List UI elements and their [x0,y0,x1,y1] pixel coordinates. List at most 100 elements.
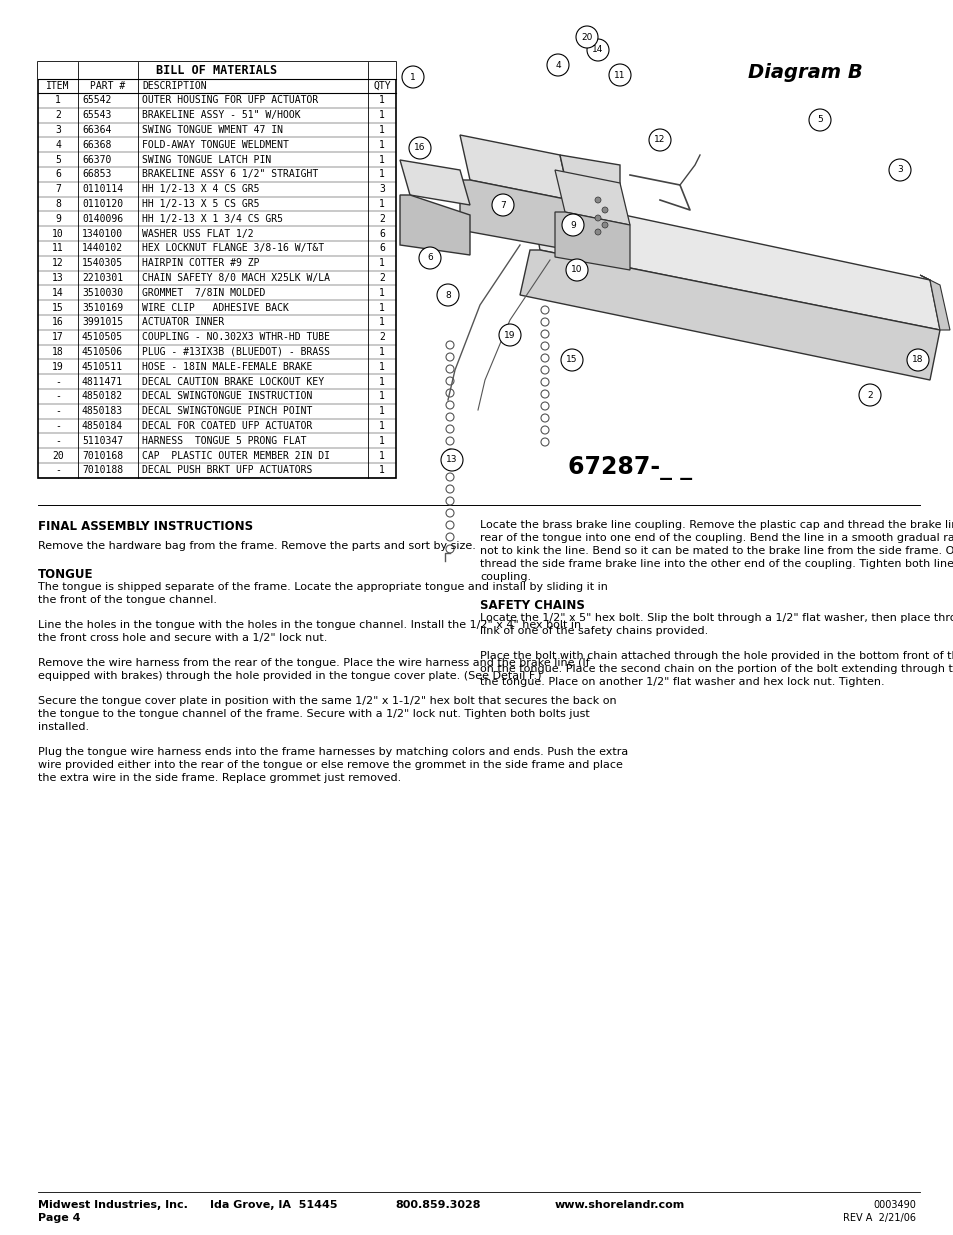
Text: DECAL SWINGTONGUE INSTRUCTION: DECAL SWINGTONGUE INSTRUCTION [142,391,312,401]
Text: ACTUATOR INNER: ACTUATOR INNER [142,317,224,327]
Circle shape [595,215,600,221]
Text: -: - [55,466,61,475]
Text: 4850183: 4850183 [82,406,123,416]
Text: SAFETY CHAINS: SAFETY CHAINS [479,599,584,613]
Text: FINAL ASSEMBLY INSTRUCTIONS: FINAL ASSEMBLY INSTRUCTIONS [38,520,253,534]
Text: 5: 5 [55,154,61,164]
Text: 1: 1 [378,303,384,312]
Text: 11: 11 [52,243,64,253]
Text: the front of the tongue channel.: the front of the tongue channel. [38,595,216,605]
Text: 15: 15 [566,356,578,364]
Bar [38,62,395,478]
Text: 7010188: 7010188 [82,466,123,475]
Circle shape [906,350,928,370]
Polygon shape [459,180,569,249]
Text: coupling.: coupling. [479,572,531,582]
Circle shape [498,324,520,346]
Circle shape [808,109,830,131]
Text: on the tongue. Place the second chain on the portion of the bolt extending throu: on the tongue. Place the second chain on… [479,664,953,674]
Text: 2: 2 [378,214,384,224]
Circle shape [546,54,568,77]
Text: BILL OF MATERIALS: BILL OF MATERIALS [156,64,277,77]
Text: 1: 1 [378,377,384,387]
Text: link of one of the safety chains provided.: link of one of the safety chains provide… [479,626,707,636]
Text: Line the holes in the tongue with the holes in the tongue channel. Install the 1: Line the holes in the tongue with the ho… [38,620,580,630]
Text: rear of the tongue into one end of the coupling. Bend the line in a smooth gradu: rear of the tongue into one end of the c… [479,534,953,543]
Text: 1: 1 [378,258,384,268]
Text: Secure the tongue cover plate in position with the same 1/2" x 1-1/2" hex bolt t: Secure the tongue cover plate in positio… [38,697,616,706]
Text: 3: 3 [896,165,902,174]
Text: thread the side frame brake line into the other end of the coupling. Tighten bot: thread the side frame brake line into th… [479,559,953,569]
Text: 1: 1 [378,451,384,461]
Circle shape [565,259,587,282]
Text: 1: 1 [378,466,384,475]
Polygon shape [559,156,619,215]
Text: BRAKELINE ASSY 6 1/2" STRAIGHT: BRAKELINE ASSY 6 1/2" STRAIGHT [142,169,318,179]
Text: 17: 17 [52,332,64,342]
Text: -: - [55,377,61,387]
Text: 11: 11 [614,70,625,79]
Text: 1: 1 [378,347,384,357]
Text: 67287-_ _: 67287-_ _ [567,456,691,480]
Text: 1: 1 [378,95,384,105]
Text: 1: 1 [55,95,61,105]
Text: 20: 20 [580,32,592,42]
Text: 2: 2 [866,390,872,399]
Text: ITEM: ITEM [46,82,70,91]
Text: 1540305: 1540305 [82,258,123,268]
Polygon shape [530,195,939,330]
Text: 1: 1 [378,317,384,327]
Text: DECAL SWINGTONGUE PINCH POINT: DECAL SWINGTONGUE PINCH POINT [142,406,312,416]
Text: 1: 1 [378,140,384,149]
Circle shape [595,198,600,203]
Text: 66853: 66853 [82,169,112,179]
Circle shape [440,450,462,471]
Text: www.shorelandr.com: www.shorelandr.com [555,1200,684,1210]
Text: 2210301: 2210301 [82,273,123,283]
Text: Page 4: Page 4 [38,1213,80,1223]
Text: 15: 15 [52,303,64,312]
Text: GROMMET  7/8IN MOLDED: GROMMET 7/8IN MOLDED [142,288,265,298]
Text: HAIRPIN COTTER #9 ZP: HAIRPIN COTTER #9 ZP [142,258,259,268]
Text: DECAL FOR COATED UFP ACTUATOR: DECAL FOR COATED UFP ACTUATOR [142,421,312,431]
Text: 7: 7 [499,200,505,210]
Circle shape [648,128,670,151]
Text: Locate the brass brake line coupling. Remove the plastic cap and thread the brak: Locate the brass brake line coupling. Re… [479,520,953,530]
Text: HEX LOCKNUT FLANGE 3/8-16 W/T&T: HEX LOCKNUT FLANGE 3/8-16 W/T&T [142,243,324,253]
Circle shape [436,284,458,306]
Text: 4811471: 4811471 [82,377,123,387]
Text: 1: 1 [378,288,384,298]
Text: 2: 2 [55,110,61,120]
Text: 3: 3 [55,125,61,135]
Text: CAP  PLASTIC OUTER MEMBER 2IN DI: CAP PLASTIC OUTER MEMBER 2IN DI [142,451,330,461]
Circle shape [492,194,514,216]
Text: Remove the hardware bag from the frame. Remove the parts and sort by size.: Remove the hardware bag from the frame. … [38,541,476,551]
Text: 1: 1 [378,362,384,372]
Polygon shape [555,170,629,225]
Text: 1: 1 [378,436,384,446]
Text: WASHER USS FLAT 1/2: WASHER USS FLAT 1/2 [142,228,253,238]
Text: 18: 18 [911,356,923,364]
Text: 65542: 65542 [82,95,112,105]
Text: 7010168: 7010168 [82,451,123,461]
Circle shape [858,384,880,406]
Text: the front cross hole and secure with a 1/2" lock nut.: the front cross hole and secure with a 1… [38,634,327,643]
Text: 1: 1 [410,73,416,82]
Circle shape [608,64,630,86]
Circle shape [586,40,608,61]
Text: 13: 13 [446,456,457,464]
Text: HH 1/2-13 X 5 CS GR5: HH 1/2-13 X 5 CS GR5 [142,199,259,209]
Text: 5: 5 [817,116,822,125]
Text: the tongue to the tongue channel of the frame. Secure with a 1/2" lock nut. Tigh: the tongue to the tongue channel of the … [38,709,589,719]
Bar [38,62,395,79]
Circle shape [401,65,423,88]
Text: REV A  2/21/06: REV A 2/21/06 [842,1213,915,1223]
Text: Ida Grove, IA  51445: Ida Grove, IA 51445 [210,1200,337,1210]
Text: 19: 19 [504,331,516,340]
Text: 66364: 66364 [82,125,112,135]
Text: The tongue is shipped separate of the frame. Locate the appropriate tongue and i: The tongue is shipped separate of the fr… [38,582,607,592]
Text: PLUG - #13IX3B (BLUEDOT) - BRASS: PLUG - #13IX3B (BLUEDOT) - BRASS [142,347,330,357]
Polygon shape [919,275,949,330]
Text: HH 1/2-13 X 1 3/4 CS GR5: HH 1/2-13 X 1 3/4 CS GR5 [142,214,283,224]
Circle shape [601,207,607,212]
